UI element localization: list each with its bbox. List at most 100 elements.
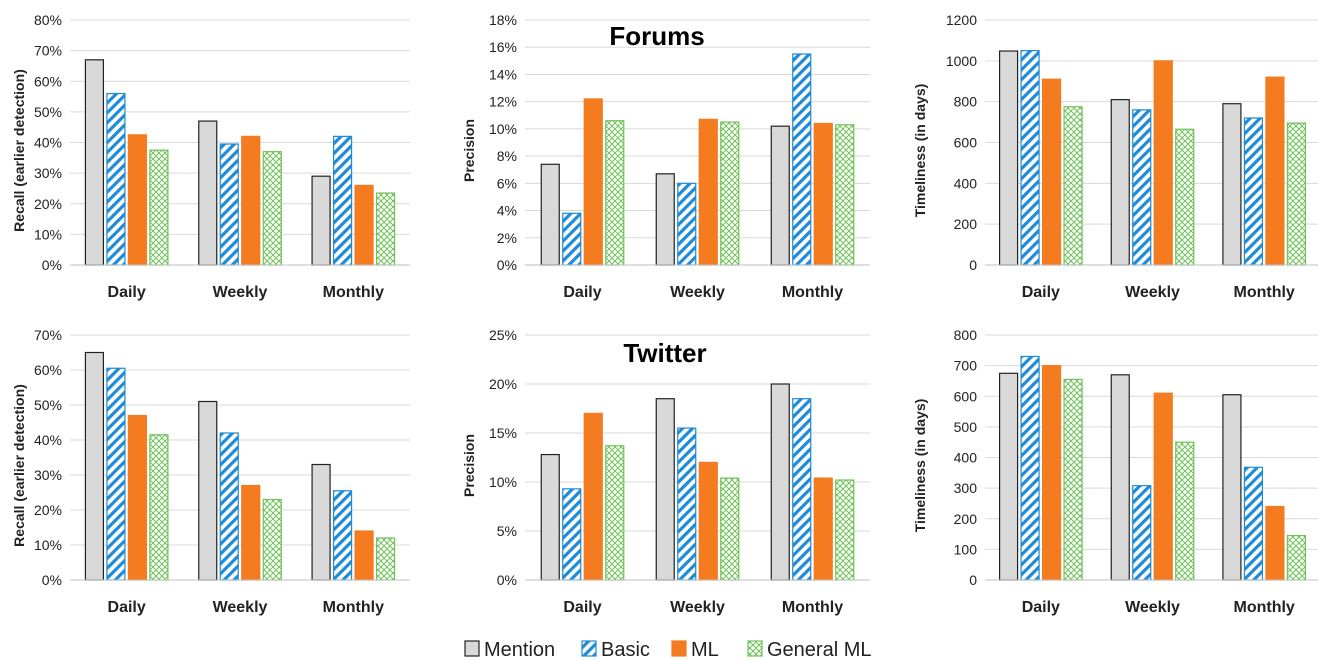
green-crosshatch-icon [747,640,763,657]
bar-mention-monthly [311,463,331,581]
y-axis-label: Precision [461,434,477,497]
forums-title: Forums [609,21,704,51]
bar-ml-daily [583,98,603,266]
bar-mention-monthly [311,175,331,266]
x-category-label: Monthly [782,284,843,301]
x-category-label: Weekly [1125,284,1180,301]
bar-ml-daily [1041,365,1062,581]
bar-basic-weekly [1132,109,1152,266]
y-tick-label: 0% [42,257,62,273]
x-category-label: Daily [563,599,601,616]
legend-label-mention: Mention [484,639,555,660]
bar-general-ml-weekly [1175,441,1195,581]
y-tick-label: 200 [954,216,978,232]
bar-general-ml-monthly [1286,122,1307,266]
bar-mention-weekly [655,173,675,266]
bar-mention-daily [998,372,1019,581]
bar-mention-monthly [1222,394,1242,581]
bar-basic-weekly [677,427,697,581]
y-tick-label: 700 [954,358,978,374]
x-category-label: Monthly [1234,599,1295,616]
bar-ml-weekly [698,118,718,266]
bar-mention-weekly [1110,99,1130,266]
bar-ml-daily [127,414,148,581]
bar-basic-daily [1020,355,1040,581]
y-tick-label: 10% [34,537,62,553]
y-tick-label: 15% [489,425,517,441]
twitter-title: Twitter [623,338,706,368]
bar-ml-monthly [1265,76,1285,266]
y-tick-label: 20% [34,196,62,212]
bar-general-ml-daily [1063,378,1083,581]
bar-general-ml-monthly [375,192,396,266]
x-category-label: Monthly [1234,284,1295,301]
orange-box-icon [671,640,687,657]
forums-recall-chart: 0% 10% 20% 30% 40% 50% 60% 70% 80% Recall (earlie… [11,12,410,301]
x-category-label: Daily [563,284,601,301]
legend-label-ml: ML [691,639,719,660]
forums-timeliness-chart: 0 200 400 600 800 1000 1200 Timeliness (in days… [912,12,1318,301]
bar-general-ml-weekly [720,121,740,266]
bar-basic-daily [1020,50,1040,266]
bar-basic-monthly [1243,466,1264,581]
bar-ml-monthly [1265,505,1285,581]
y-tick-label: 300 [954,480,978,496]
y-tick-label: 10% [489,121,517,137]
blue-diagonal-hatch-icon [581,640,597,657]
x-category-label: Daily [1022,599,1060,616]
bar-ml-monthly [813,122,833,266]
bar-mention-weekly [198,120,218,266]
bar-general-ml-daily [149,149,169,266]
bar-general-ml-daily [1063,106,1083,266]
bar-general-ml-weekly [720,477,740,581]
y-tick-label: 40% [34,432,62,448]
y-tick-label: 0% [42,572,62,588]
x-category-label: Weekly [213,284,268,301]
bar-basic-daily [106,367,126,581]
twitter-recall-chart: 0% 10% 20% 30% 40% 50% 60% 70% Recall (earlier d… [11,327,410,616]
bar-ml-weekly [698,461,718,581]
y-axis-label: Timeliness (in days) [912,84,928,218]
y-tick-label: 18% [489,12,517,28]
bar-ml-weekly [241,484,261,581]
bar-basic-daily [562,212,582,266]
bar-general-ml-monthly [835,479,855,581]
x-category-label: Daily [1022,284,1060,301]
y-tick-label: 30% [34,467,62,483]
x-category-label: Daily [108,284,146,301]
y-tick-label: 600 [954,388,978,404]
bar-general-ml-daily [149,434,169,581]
bar-basic-monthly [332,135,353,266]
x-category-label: Monthly [323,599,384,616]
y-tick-label: 80% [34,12,62,28]
bar-basic-weekly [219,432,239,581]
y-tick-label: 500 [954,419,978,435]
bar-mention-daily [540,453,560,581]
y-tick-label: 800 [954,94,978,110]
y-tick-label: 10% [34,226,62,242]
bar-basic-monthly [332,490,353,581]
bar-basic-weekly [1132,485,1152,581]
y-tick-label: 0 [969,572,977,588]
x-category-label: Monthly [323,284,384,301]
y-tick-label: 4% [497,203,517,219]
x-category-label: Monthly [782,599,843,616]
y-axis-label: Recall (earlier detection) [11,69,27,232]
y-tick-label: 800 [954,327,978,343]
bar-basic-weekly [219,143,239,266]
bar-general-ml-weekly [262,151,282,266]
y-tick-label: 6% [497,175,517,191]
forums-precision-chart: 0% 2% 4% 6% 8% 10% 12% 14% 16% 18% Precision Daily W… [461,12,870,301]
bar-basic-daily [106,92,126,266]
bar-ml-monthly [354,530,374,581]
x-category-label: Weekly [670,284,725,301]
y-tick-label: 100 [954,541,978,557]
y-tick-label: 60% [34,73,62,89]
bar-mention-weekly [198,400,218,581]
y-tick-label: 2% [497,230,517,246]
twitter-precision-chart: 0% 5% 10% 15% 20% 25% Precision Daily Weekly Mont… [461,327,870,616]
y-tick-label: 0% [497,572,517,588]
bar-mention-monthly [770,125,790,266]
